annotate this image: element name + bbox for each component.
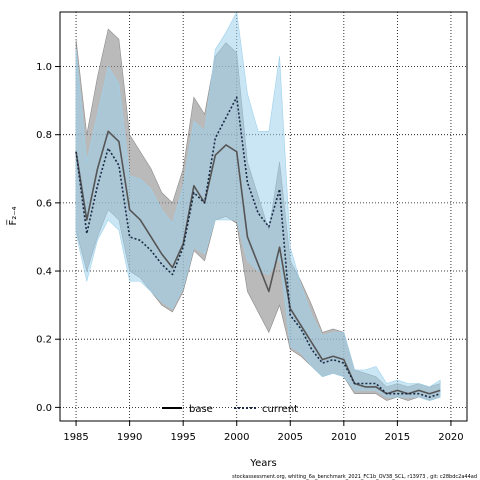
x-axis: 1985 1990 1995 2000 2005 2010 2015 2020 <box>63 421 464 443</box>
y-tick-label: 0.0 <box>36 403 52 414</box>
plot-frame <box>59 11 468 422</box>
confidence-bands <box>75 12 441 401</box>
series-lines <box>75 96 441 398</box>
x-tick-label: 2015 <box>385 432 410 443</box>
y-tick-label: 1.0 <box>36 62 52 73</box>
x-tick-label: 1985 <box>63 432 88 443</box>
x-tick-label: 1995 <box>170 432 195 443</box>
footer-credit: stockassessment.org, whiting_6a_benchmar… <box>232 474 477 480</box>
x-axis-title: Years <box>249 458 276 469</box>
y-tick-label: 0.2 <box>36 335 52 346</box>
legend: base current <box>162 404 298 415</box>
legend-label-current: current <box>262 404 298 415</box>
y-tick-label: 0.8 <box>36 130 52 141</box>
y-axis-title: F̅₂₋₄ <box>6 206 19 225</box>
confidence-band-current <box>75 12 441 401</box>
y-tick-label: 0.4 <box>36 267 52 278</box>
y-tick-label: 0.6 <box>36 198 52 209</box>
series-line-base <box>75 130 441 395</box>
x-tick-label: 2010 <box>331 432 356 443</box>
x-tick-label: 2005 <box>278 432 303 443</box>
x-tick-label: 2020 <box>438 432 463 443</box>
x-tick-label: 1990 <box>117 432 142 443</box>
legend-label-base: base <box>189 404 213 415</box>
x-tick-label: 2000 <box>224 432 249 443</box>
y-axis: 0.0 0.2 0.4 0.6 0.8 1.0 <box>36 62 60 414</box>
